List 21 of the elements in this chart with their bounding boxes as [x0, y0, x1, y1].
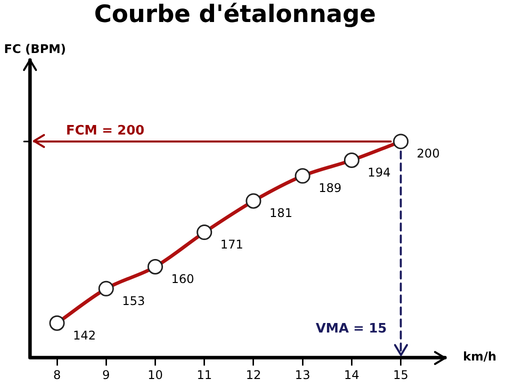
data-label: 189 [318, 181, 342, 196]
x-tick-label: 14 [344, 368, 360, 382]
x-axis-title: km/h [463, 350, 496, 364]
x-tick-label: 9 [102, 368, 110, 382]
y-axis-title: FC (BPM) [4, 42, 66, 56]
ref-line-label: FCM = 200 [66, 123, 144, 138]
x-tick-label: 12 [246, 368, 262, 382]
data-label: 200 [416, 146, 440, 161]
data-label: 171 [220, 237, 244, 252]
x-tick-label: 15 [393, 368, 408, 382]
data-label: 181 [269, 206, 292, 220]
x-tick-label: 11 [196, 368, 212, 382]
chart-title: Courbe d'étalonnage [94, 0, 376, 28]
data-label: 160 [171, 272, 194, 286]
x-tick-label: 10 [148, 368, 163, 382]
ref-line-label: VMA = 15 [316, 321, 387, 336]
data-label: 142 [73, 328, 96, 342]
data-label: 194 [368, 165, 391, 180]
x-tick-label: 13 [294, 368, 310, 382]
x-tick-label: 8 [53, 368, 61, 382]
data-label: 153 [122, 294, 146, 308]
